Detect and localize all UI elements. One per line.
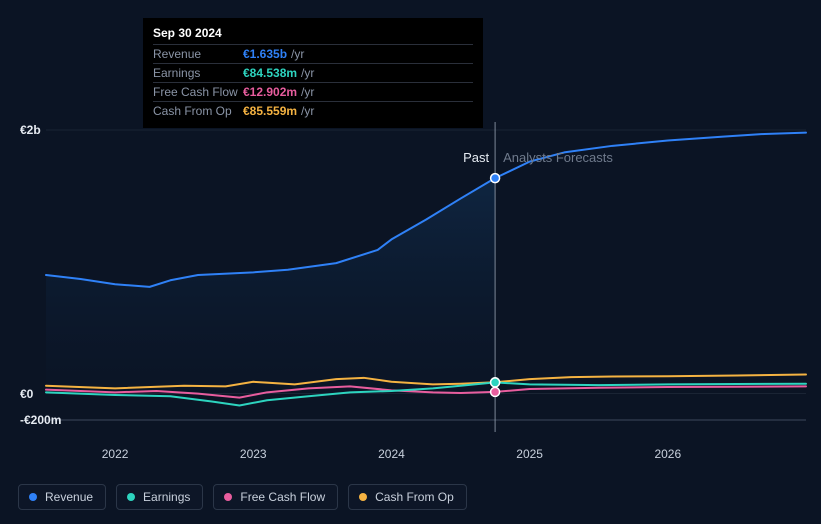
y-tick-label: -€200m — [20, 413, 61, 427]
x-tick-label: 2025 — [516, 447, 543, 461]
legend-dot-icon — [127, 493, 135, 501]
tooltip-row-label: Earnings — [153, 64, 243, 83]
legend-item-revenue[interactable]: Revenue — [18, 484, 106, 510]
legend-item-free-cash-flow[interactable]: Free Cash Flow — [213, 484, 338, 510]
tooltip-row-value: €1.635b/yr — [243, 45, 473, 64]
cursor-marker-earnings — [491, 378, 500, 387]
chart-root: €2b €0 -€200m 2022 2023 2024 2025 2026 Past An… — [0, 0, 821, 524]
x-tick-label: 2024 — [378, 447, 405, 461]
y-tick-label: €2b — [20, 123, 41, 137]
x-tick-label: 2022 — [102, 447, 129, 461]
legend-item-label: Earnings — [143, 490, 190, 504]
tooltip-row: Cash From Op€85.559m/yr — [153, 102, 473, 121]
tooltip-row: Earnings€84.538m/yr — [153, 64, 473, 83]
tooltip-row-value: €85.559m/yr — [243, 102, 473, 121]
legend-dot-icon — [29, 493, 37, 501]
tooltip-row-label: Free Cash Flow — [153, 83, 243, 102]
tooltip-table: Revenue€1.635b/yrEarnings€84.538m/yrFree… — [153, 44, 473, 120]
tooltip-date: Sep 30 2024 — [153, 24, 473, 44]
tooltip-row: Free Cash Flow€12.902m/yr — [153, 83, 473, 102]
legend-item-earnings[interactable]: Earnings — [116, 484, 203, 510]
x-tick-label: 2026 — [654, 447, 681, 461]
legend-item-label: Cash From Op — [375, 490, 454, 504]
tooltip-row-value: €84.538m/yr — [243, 64, 473, 83]
tooltip-row: Revenue€1.635b/yr — [153, 45, 473, 64]
hover-tooltip: Sep 30 2024 Revenue€1.635b/yrEarnings€84… — [143, 18, 483, 128]
cursor-marker-revenue — [491, 174, 500, 183]
y-tick-label: €0 — [20, 387, 33, 401]
cursor-marker-fcf — [491, 387, 500, 396]
tooltip-row-value: €12.902m/yr — [243, 83, 473, 102]
legend-item-cash-from-op[interactable]: Cash From Op — [348, 484, 467, 510]
legend-dot-icon — [224, 493, 232, 501]
legend-item-label: Revenue — [45, 490, 93, 504]
past-label: Past — [463, 150, 489, 165]
legend-dot-icon — [359, 493, 367, 501]
tooltip-row-label: Cash From Op — [153, 102, 243, 121]
forecast-label: Analysts Forecasts — [503, 150, 613, 165]
legend-item-label: Free Cash Flow — [240, 490, 325, 504]
tooltip-row-label: Revenue — [153, 45, 243, 64]
legend: Revenue Earnings Free Cash Flow Cash From O… — [18, 484, 467, 510]
x-tick-label: 2023 — [240, 447, 267, 461]
